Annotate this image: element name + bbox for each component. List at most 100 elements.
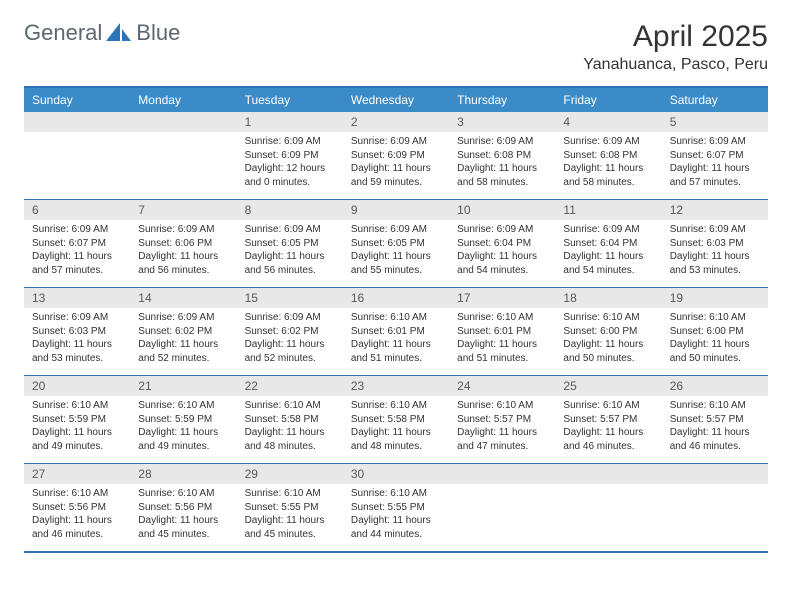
day-cell [555, 464, 661, 551]
sunset-text: Sunset: 5:58 PM [245, 413, 335, 427]
daylight-text: Daylight: 11 hours and 54 minutes. [457, 250, 547, 277]
day-cell: 19Sunrise: 6:10 AMSunset: 6:00 PMDayligh… [662, 288, 768, 375]
sunset-text: Sunset: 6:04 PM [457, 237, 547, 251]
day-number: 27 [24, 464, 130, 484]
day-cell: 30Sunrise: 6:10 AMSunset: 5:55 PMDayligh… [343, 464, 449, 551]
day-details: Sunrise: 6:10 AMSunset: 5:59 PMDaylight:… [130, 396, 236, 463]
day-details: Sunrise: 6:09 AMSunset: 6:07 PMDaylight:… [24, 220, 130, 287]
day-details: Sunrise: 6:10 AMSunset: 5:58 PMDaylight:… [343, 396, 449, 463]
day-number: 15 [237, 288, 343, 308]
day-number: 13 [24, 288, 130, 308]
sunrise-text: Sunrise: 6:10 AM [457, 399, 547, 413]
day-details: Sunrise: 6:09 AMSunset: 6:08 PMDaylight:… [555, 132, 661, 199]
day-details: Sunrise: 6:09 AMSunset: 6:07 PMDaylight:… [662, 132, 768, 199]
day-number: 4 [555, 112, 661, 132]
sunrise-text: Sunrise: 6:10 AM [563, 311, 653, 325]
day-details: Sunrise: 6:09 AMSunset: 6:05 PMDaylight:… [237, 220, 343, 287]
day-details: Sunrise: 6:09 AMSunset: 6:09 PMDaylight:… [343, 132, 449, 199]
day-number: 3 [449, 112, 555, 132]
sunrise-text: Sunrise: 6:09 AM [351, 223, 441, 237]
day-cell: 20Sunrise: 6:10 AMSunset: 5:59 PMDayligh… [24, 376, 130, 463]
day-number [449, 464, 555, 484]
sunrise-text: Sunrise: 6:09 AM [138, 311, 228, 325]
sunrise-text: Sunrise: 6:10 AM [351, 311, 441, 325]
sunrise-text: Sunrise: 6:10 AM [245, 399, 335, 413]
day-cell: 28Sunrise: 6:10 AMSunset: 5:56 PMDayligh… [130, 464, 236, 551]
sunrise-text: Sunrise: 6:09 AM [457, 223, 547, 237]
sunrise-text: Sunrise: 6:09 AM [670, 223, 760, 237]
day-cell: 23Sunrise: 6:10 AMSunset: 5:58 PMDayligh… [343, 376, 449, 463]
day-number: 30 [343, 464, 449, 484]
sunrise-text: Sunrise: 6:09 AM [563, 223, 653, 237]
day-details: Sunrise: 6:09 AMSunset: 6:04 PMDaylight:… [555, 220, 661, 287]
sunrise-text: Sunrise: 6:09 AM [563, 135, 653, 149]
sunset-text: Sunset: 6:03 PM [32, 325, 122, 339]
header: General Blue April 2025 Yanahuanca, Pasc… [24, 20, 768, 74]
sunrise-text: Sunrise: 6:09 AM [245, 223, 335, 237]
sunrise-text: Sunrise: 6:10 AM [670, 311, 760, 325]
daylight-text: Daylight: 11 hours and 50 minutes. [670, 338, 760, 365]
sunrise-text: Sunrise: 6:10 AM [351, 487, 441, 501]
sunset-text: Sunset: 5:56 PM [32, 501, 122, 515]
sunrise-text: Sunrise: 6:09 AM [32, 223, 122, 237]
day-details: Sunrise: 6:09 AMSunset: 6:06 PMDaylight:… [130, 220, 236, 287]
sunset-text: Sunset: 6:03 PM [670, 237, 760, 251]
day-number: 23 [343, 376, 449, 396]
sunset-text: Sunset: 5:57 PM [563, 413, 653, 427]
day-cell: 9Sunrise: 6:09 AMSunset: 6:05 PMDaylight… [343, 200, 449, 287]
week-row: 20Sunrise: 6:10 AMSunset: 5:59 PMDayligh… [24, 375, 768, 463]
daylight-text: Daylight: 11 hours and 53 minutes. [670, 250, 760, 277]
daylight-text: Daylight: 11 hours and 48 minutes. [351, 426, 441, 453]
daylight-text: Daylight: 11 hours and 50 minutes. [563, 338, 653, 365]
day-number: 12 [662, 200, 768, 220]
sunset-text: Sunset: 6:02 PM [138, 325, 228, 339]
day-cell [24, 112, 130, 199]
week-row: 13Sunrise: 6:09 AMSunset: 6:03 PMDayligh… [24, 287, 768, 375]
day-cell: 22Sunrise: 6:10 AMSunset: 5:58 PMDayligh… [237, 376, 343, 463]
day-number [662, 464, 768, 484]
day-details: Sunrise: 6:10 AMSunset: 5:59 PMDaylight:… [24, 396, 130, 463]
sunrise-text: Sunrise: 6:10 AM [457, 311, 547, 325]
sunset-text: Sunset: 6:07 PM [32, 237, 122, 251]
day-number: 17 [449, 288, 555, 308]
logo-text-part2: Blue [136, 20, 180, 46]
sunset-text: Sunset: 6:07 PM [670, 149, 760, 163]
month-title: April 2025 [583, 20, 768, 54]
daylight-text: Daylight: 11 hours and 52 minutes. [245, 338, 335, 365]
day-number: 22 [237, 376, 343, 396]
day-details: Sunrise: 6:09 AMSunset: 6:04 PMDaylight:… [449, 220, 555, 287]
day-number: 5 [662, 112, 768, 132]
sunrise-text: Sunrise: 6:10 AM [670, 399, 760, 413]
day-details: Sunrise: 6:09 AMSunset: 6:03 PMDaylight:… [24, 308, 130, 375]
week-row: 6Sunrise: 6:09 AMSunset: 6:07 PMDaylight… [24, 199, 768, 287]
day-cell: 1Sunrise: 6:09 AMSunset: 6:09 PMDaylight… [237, 112, 343, 199]
daylight-text: Daylight: 11 hours and 46 minutes. [32, 514, 122, 541]
sunset-text: Sunset: 6:02 PM [245, 325, 335, 339]
daylight-text: Daylight: 11 hours and 56 minutes. [138, 250, 228, 277]
day-number [555, 464, 661, 484]
day-details: Sunrise: 6:10 AMSunset: 6:01 PMDaylight:… [343, 308, 449, 375]
sunrise-text: Sunrise: 6:09 AM [245, 311, 335, 325]
daylight-text: Daylight: 11 hours and 59 minutes. [351, 162, 441, 189]
sunset-text: Sunset: 6:08 PM [457, 149, 547, 163]
day-header-row: Sunday Monday Tuesday Wednesday Thursday… [24, 88, 768, 112]
sunset-text: Sunset: 6:06 PM [138, 237, 228, 251]
sunset-text: Sunset: 6:08 PM [563, 149, 653, 163]
day-cell: 2Sunrise: 6:09 AMSunset: 6:09 PMDaylight… [343, 112, 449, 199]
daylight-text: Daylight: 11 hours and 49 minutes. [32, 426, 122, 453]
day-details: Sunrise: 6:10 AMSunset: 5:57 PMDaylight:… [555, 396, 661, 463]
day-number: 10 [449, 200, 555, 220]
day-number: 24 [449, 376, 555, 396]
calendar: Sunday Monday Tuesday Wednesday Thursday… [24, 86, 768, 553]
sunrise-text: Sunrise: 6:09 AM [245, 135, 335, 149]
day-details [449, 484, 555, 542]
sunrise-text: Sunrise: 6:10 AM [563, 399, 653, 413]
day-details [24, 132, 130, 190]
daylight-text: Daylight: 11 hours and 51 minutes. [351, 338, 441, 365]
daylight-text: Daylight: 11 hours and 56 minutes. [245, 250, 335, 277]
day-details: Sunrise: 6:10 AMSunset: 5:57 PMDaylight:… [449, 396, 555, 463]
day-details: Sunrise: 6:09 AMSunset: 6:03 PMDaylight:… [662, 220, 768, 287]
day-cell: 21Sunrise: 6:10 AMSunset: 5:59 PMDayligh… [130, 376, 236, 463]
day-details: Sunrise: 6:10 AMSunset: 5:56 PMDaylight:… [130, 484, 236, 551]
sunset-text: Sunset: 6:05 PM [245, 237, 335, 251]
